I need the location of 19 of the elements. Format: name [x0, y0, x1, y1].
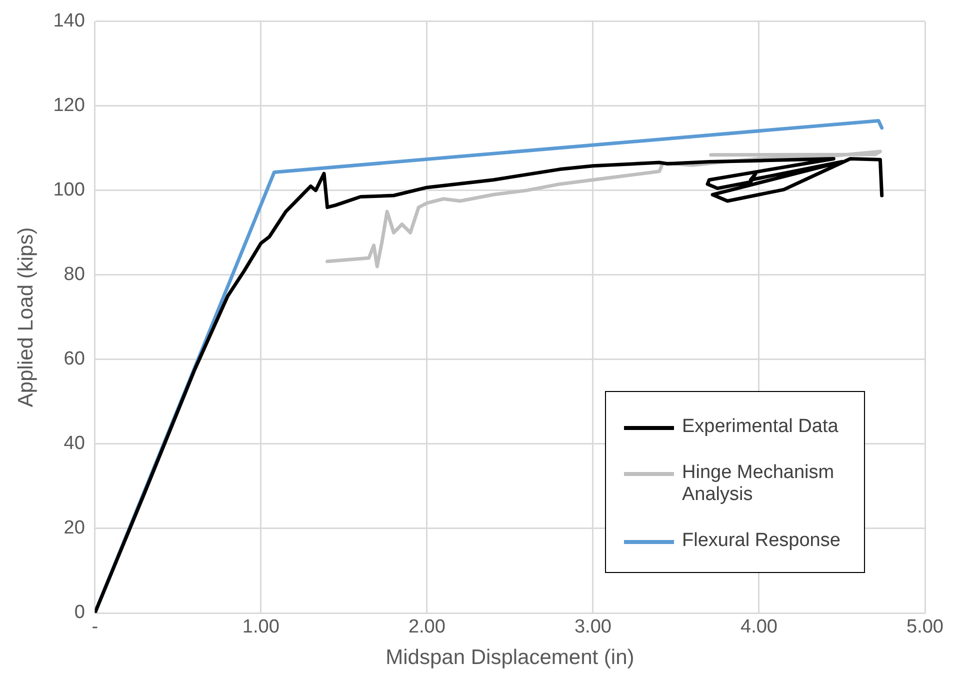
y-tick-label: 100	[53, 180, 85, 201]
x-tick-label: 2.00	[408, 616, 446, 638]
legend-label: Experimental Data	[682, 416, 838, 438]
y-tick-label: 40	[64, 433, 85, 454]
y-tick-label: 80	[64, 264, 85, 286]
x-tick-label: -	[92, 616, 98, 638]
y-axis-title: Applied Load (kips)	[14, 227, 38, 408]
x-tick-label: 4.00	[740, 616, 778, 638]
x-tick-label: 3.00	[574, 616, 612, 638]
x-tick-label: 5.00	[906, 616, 944, 638]
y-tick-label: 120	[53, 95, 85, 116]
legend-label: Flexural Response	[682, 530, 840, 552]
y-tick-label: 60	[64, 348, 85, 370]
y-tick-label: 140	[53, 10, 85, 32]
y-tick-label: 20	[64, 518, 85, 539]
x-axis-title: Midspan Displacement (in)	[386, 646, 634, 670]
legend-label: Hinge Mechanism Analysis	[682, 462, 836, 506]
x-tick-label: 1.00	[242, 616, 280, 638]
y-tick-label: 0	[74, 602, 85, 624]
